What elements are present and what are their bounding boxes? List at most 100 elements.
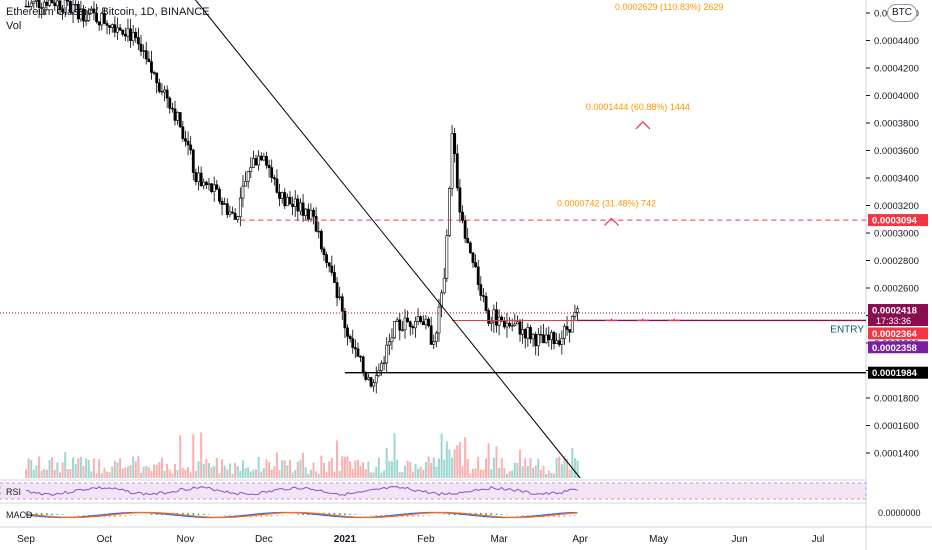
candle-body — [466, 238, 470, 244]
volume-bar — [398, 472, 401, 478]
candle-body — [552, 332, 556, 344]
time-tick: Oct — [97, 534, 113, 545]
rsi-band — [0, 482, 867, 500]
volume-bar — [396, 459, 399, 478]
volume-bar — [252, 469, 255, 478]
candle-body — [380, 362, 383, 371]
candle-body — [356, 348, 360, 357]
target-arrows[interactable]: 0.0000742 (31.48%) 742 0.0001444 (60.88%)… — [557, 2, 723, 322]
macd-histogram-bar — [574, 515, 576, 516]
volume-bar — [200, 432, 203, 478]
volume-bar — [121, 468, 124, 478]
volume-bar — [79, 456, 82, 478]
volume-bar — [458, 442, 461, 478]
candle-body — [152, 72, 156, 74]
candle-body — [45, 1, 49, 6]
price-label-text: 0.0002358 — [872, 343, 917, 354]
candle-body — [508, 322, 511, 327]
volume-bar — [273, 466, 276, 478]
volume-bar — [519, 449, 522, 478]
volume-bar — [490, 469, 493, 478]
time-axis[interactable]: Sep Oct Nov Dec 2021 Feb Mar Apr May Jun Jul — [17, 534, 824, 545]
candle-body — [437, 306, 441, 334]
volume-bar — [330, 458, 333, 478]
volume-bar — [346, 456, 349, 478]
candle-body — [573, 312, 577, 317]
price-label-text: 0.0002418 — [872, 306, 917, 317]
candle-body — [555, 340, 559, 344]
candle-body — [523, 329, 527, 339]
candle-body — [66, 0, 70, 2]
candle-body — [516, 321, 519, 325]
candle-body — [403, 317, 407, 331]
candle-body — [61, 9, 64, 13]
candle-body — [395, 319, 399, 322]
candle-body — [429, 325, 433, 345]
volume-bar — [404, 465, 407, 478]
currency-badge[interactable]: BTC — [887, 4, 917, 22]
macd-histogram-bar — [354, 514, 357, 515]
volume-bar — [106, 471, 109, 478]
candle-body — [458, 187, 462, 213]
candle-body — [275, 178, 279, 193]
macd-histogram-bar — [155, 513, 158, 515]
volume-bar — [40, 470, 43, 478]
volume-bar — [294, 469, 297, 478]
macd-histogram-bar — [568, 515, 571, 517]
candle-body — [531, 334, 535, 340]
candle-body — [322, 248, 326, 255]
macd-histogram-bar — [56, 514, 59, 515]
macd-histogram-bar — [338, 513, 341, 515]
candle-body — [338, 296, 342, 299]
candle-body — [351, 338, 355, 348]
candle-body — [84, 20, 88, 22]
volume-bar — [66, 469, 69, 478]
volume-bar — [35, 465, 38, 478]
volume-bar — [393, 433, 396, 478]
volume-bar — [291, 472, 294, 478]
candle-body — [285, 196, 289, 207]
candle-body — [35, 0, 38, 2]
candle-body — [246, 171, 250, 182]
volume-bar — [375, 466, 378, 478]
volume-bar — [482, 469, 485, 478]
rsi-label[interactable]: RSI — [6, 487, 22, 497]
volume-bar — [377, 457, 380, 478]
candle-body — [71, 4, 75, 13]
macd-histogram-bar — [270, 515, 273, 517]
candle-body — [476, 266, 480, 285]
volume-bar — [236, 466, 239, 478]
volume-bar — [215, 458, 218, 478]
candle-body — [529, 327, 532, 340]
trendline-group[interactable] — [195, 0, 581, 479]
volume-bar — [53, 469, 56, 478]
symbol-title[interactable]: Ethereum Classic / Bitcoin, 1D, BINANCE — [6, 6, 210, 18]
candle-body — [557, 340, 561, 345]
candle-body — [427, 318, 430, 327]
candle-body — [231, 211, 234, 214]
candle-body — [210, 183, 213, 192]
macd-label[interactable]: MACD — [6, 510, 33, 520]
volume-bar — [545, 473, 548, 478]
volume-bar — [432, 457, 435, 478]
volume-bar — [474, 468, 477, 478]
volume-bar — [168, 469, 171, 478]
volume-bar — [228, 463, 231, 478]
candle-body — [471, 252, 475, 263]
candle-body — [463, 220, 467, 239]
candle-body — [495, 309, 498, 326]
candle-body — [254, 158, 258, 166]
candle-body — [374, 375, 378, 384]
candle-body — [461, 211, 464, 221]
macd-histogram-bar — [223, 515, 226, 516]
candle-body — [262, 156, 266, 161]
candle-body — [215, 184, 219, 190]
price-tick-label: 0.0002800 — [874, 256, 919, 267]
macd-histogram-bar — [124, 515, 127, 517]
price-tick-label: 0.0003000 — [874, 229, 919, 240]
candle-body — [204, 181, 208, 186]
candle-body — [484, 296, 488, 311]
candle-body — [186, 140, 190, 146]
candle-body — [48, 0, 51, 6]
